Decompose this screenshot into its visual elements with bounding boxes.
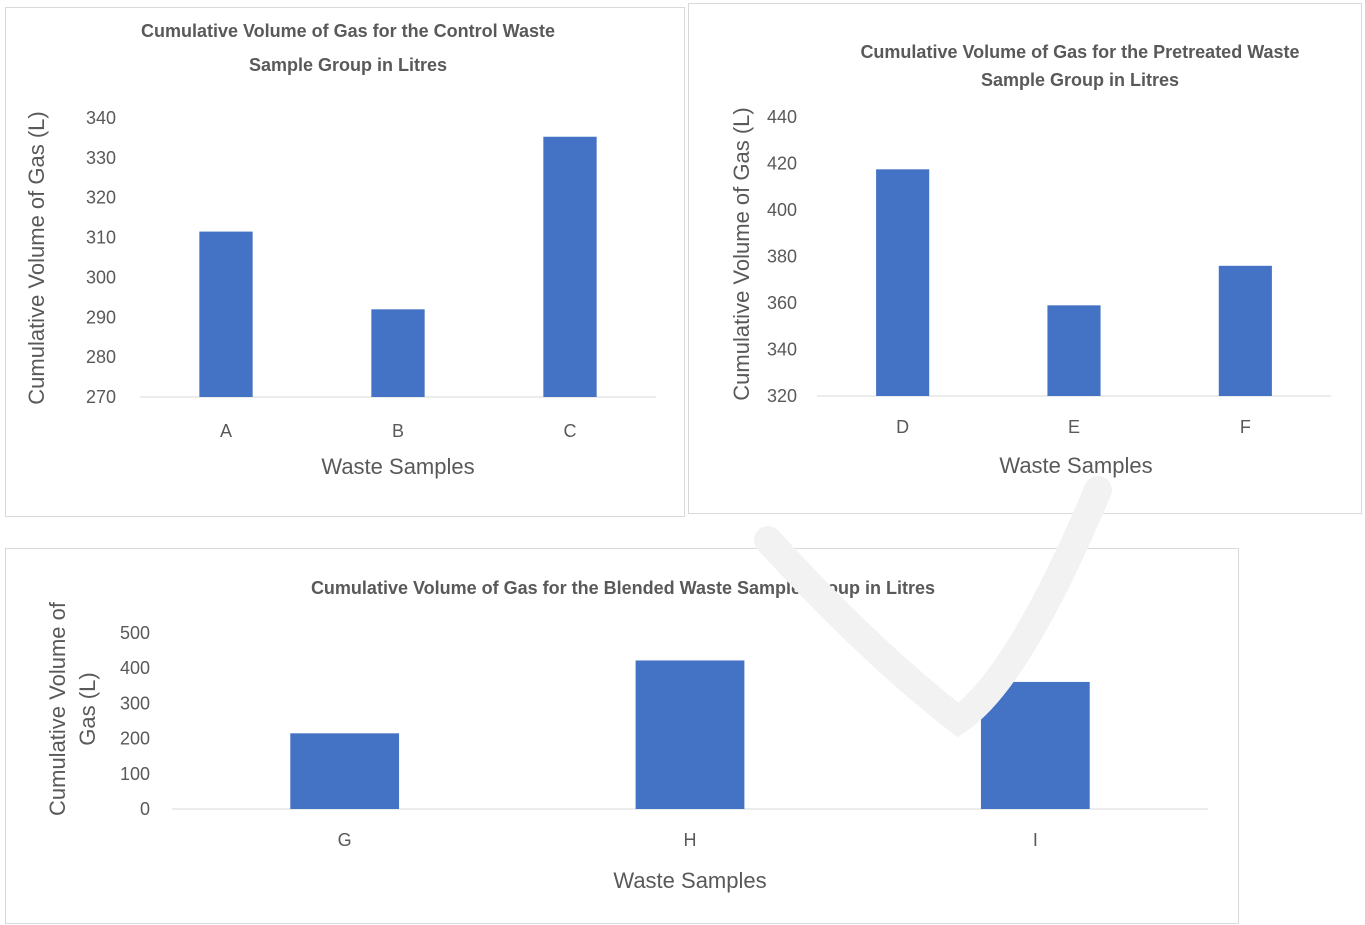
blended-waste-chart-svg: Cumulative Volume of Gas for the Blended… xyxy=(45,578,1208,893)
chart-title-line: Cumulative Volume of Gas for the Blended… xyxy=(311,578,935,598)
blended-waste-chart: Cumulative Volume of Gas for the Blended… xyxy=(5,548,1239,924)
pretreated-waste-chart: Cumulative Volume of Gas for the Pretrea… xyxy=(688,3,1362,514)
bar-f xyxy=(1218,265,1272,396)
y-tick-label: 200 xyxy=(120,729,150,749)
y-tick-label: 380 xyxy=(767,247,797,267)
x-axis-label: Waste Samples xyxy=(613,868,766,893)
bar-h xyxy=(635,660,745,809)
y-tick-label: 400 xyxy=(120,658,150,678)
x-axis-label: Waste Samples xyxy=(999,453,1152,478)
y-axis-label: Cumulative Volume of Gas (L) xyxy=(729,107,754,400)
x-tick-label: H xyxy=(684,830,697,850)
x-axis-label: Waste Samples xyxy=(321,454,474,479)
bar-g xyxy=(290,733,400,809)
y-tick-label: 420 xyxy=(767,154,797,174)
bar-e xyxy=(1047,305,1101,396)
bar-d xyxy=(876,169,930,396)
x-tick-label: E xyxy=(1068,417,1080,437)
y-axis-label-line: Cumulative Volume of Gas (L) xyxy=(24,111,49,404)
y-axis-label: Cumulative Volume of Gas (L) xyxy=(24,111,49,404)
y-tick-label: 0 xyxy=(140,799,150,819)
y-tick-label: 310 xyxy=(86,228,116,248)
y-axis-label-line: Cumulative Volume of xyxy=(45,601,70,816)
chart-title-line: Cumulative Volume of Gas for the Control… xyxy=(141,21,555,41)
x-tick-label: D xyxy=(896,417,909,437)
bar-b xyxy=(371,309,425,397)
pretreated-waste-chart-svg: Cumulative Volume of Gas for the Pretrea… xyxy=(729,42,1331,478)
y-tick-label: 100 xyxy=(120,764,150,784)
y-tick-label: 290 xyxy=(86,307,116,327)
bar-c xyxy=(543,136,597,398)
y-axis-label: Cumulative Volume of Gas (L) xyxy=(45,601,100,816)
chart-title-line: Sample Group in Litres xyxy=(249,55,447,75)
y-axis-label-line: Gas (L) xyxy=(75,672,100,745)
y-tick-label: 360 xyxy=(767,293,797,313)
y-tick-label: 270 xyxy=(86,387,116,407)
x-tick-label: G xyxy=(338,830,352,850)
y-tick-label: 340 xyxy=(86,108,116,128)
y-axis-label-line: Cumulative Volume of Gas (L) xyxy=(729,107,754,400)
y-tick-label: 440 xyxy=(767,107,797,127)
y-tick-label: 400 xyxy=(767,200,797,220)
y-tick-label: 320 xyxy=(767,386,797,406)
y-tick-label: 330 xyxy=(86,148,116,168)
chart-title: Cumulative Volume of Gas for the Blended… xyxy=(311,578,935,598)
bar-a xyxy=(199,231,253,397)
chart-title: Cumulative Volume of Gas for the Control… xyxy=(141,21,555,75)
x-tick-label: I xyxy=(1033,830,1038,850)
x-tick-label: A xyxy=(220,421,232,441)
x-tick-label: C xyxy=(564,421,577,441)
y-tick-label: 320 xyxy=(86,188,116,208)
y-tick-label: 500 xyxy=(120,623,150,643)
control-waste-chart: Cumulative Volume of Gas for the Control… xyxy=(5,7,685,517)
control-waste-chart-svg: Cumulative Volume of Gas for the Control… xyxy=(24,21,656,479)
x-tick-label: F xyxy=(1240,417,1251,437)
bar-i xyxy=(980,681,1090,809)
chart-title: Cumulative Volume of Gas for the Pretrea… xyxy=(860,42,1299,90)
y-tick-label: 300 xyxy=(86,267,116,287)
y-tick-label: 300 xyxy=(120,693,150,713)
x-tick-label: B xyxy=(392,421,404,441)
chart-title-line: Sample Group in Litres xyxy=(981,70,1179,90)
chart-title-line: Cumulative Volume of Gas for the Pretrea… xyxy=(860,42,1299,62)
y-tick-label: 340 xyxy=(767,340,797,360)
y-tick-label: 280 xyxy=(86,347,116,367)
